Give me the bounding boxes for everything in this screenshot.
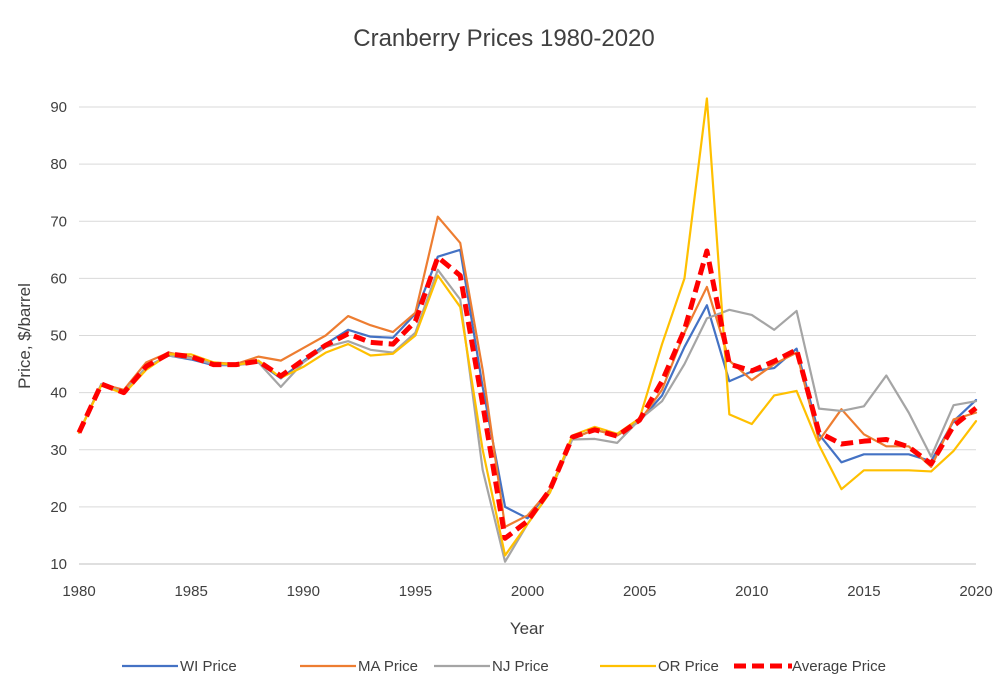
x-tick-label: 1985 [174, 583, 207, 600]
y-tick-label: 30 [50, 442, 67, 459]
x-tick-label: 1980 [62, 583, 95, 600]
legend-item: Average Price [734, 658, 886, 675]
chart-title: Cranberry Prices 1980-2020 [353, 25, 655, 52]
legend-item: MA Price [300, 658, 418, 675]
x-tick-label: 2005 [623, 583, 656, 600]
x-tick-label: 1995 [399, 583, 432, 600]
y-tick-label: 80 [50, 156, 67, 173]
x-tick-label: 2010 [735, 583, 768, 600]
y-tick-label: 20 [50, 499, 67, 516]
y-axis-title: Price, $/barrel [15, 283, 34, 389]
legend-item: WI Price [122, 658, 237, 675]
legend-label: WI Price [180, 658, 237, 675]
y-tick-label: 90 [50, 99, 67, 116]
x-tick-label: 2000 [511, 583, 544, 600]
legend-label: OR Price [658, 658, 719, 675]
y-tick-label: 50 [50, 328, 67, 345]
x-axis-title: Year [510, 619, 545, 638]
axes: 10 20 30 40 50 60 70 80 90 1980 1985 1990 1995 2000 20… [50, 99, 992, 600]
y-tick-label: 70 [50, 213, 67, 230]
x-tick-label: 1990 [287, 583, 320, 600]
series-lines [76, 97, 978, 563]
legend-item: NJ Price [434, 658, 549, 675]
series-line-average-price [76, 248, 978, 541]
y-tick-label: 10 [50, 556, 67, 573]
gridlines [79, 106, 976, 508]
legend-label: Average Price [792, 658, 886, 675]
legend-label: MA Price [358, 658, 418, 675]
y-tick-label: 60 [50, 270, 67, 287]
legend-item: OR Price [600, 658, 719, 675]
legend: WI Price MA Price NJ Price OR Price Average … [122, 658, 886, 675]
x-tick-label: 2020 [959, 583, 992, 600]
x-tick-label: 2015 [847, 583, 880, 600]
y-tick-label: 40 [50, 385, 67, 402]
legend-label: NJ Price [492, 658, 549, 675]
